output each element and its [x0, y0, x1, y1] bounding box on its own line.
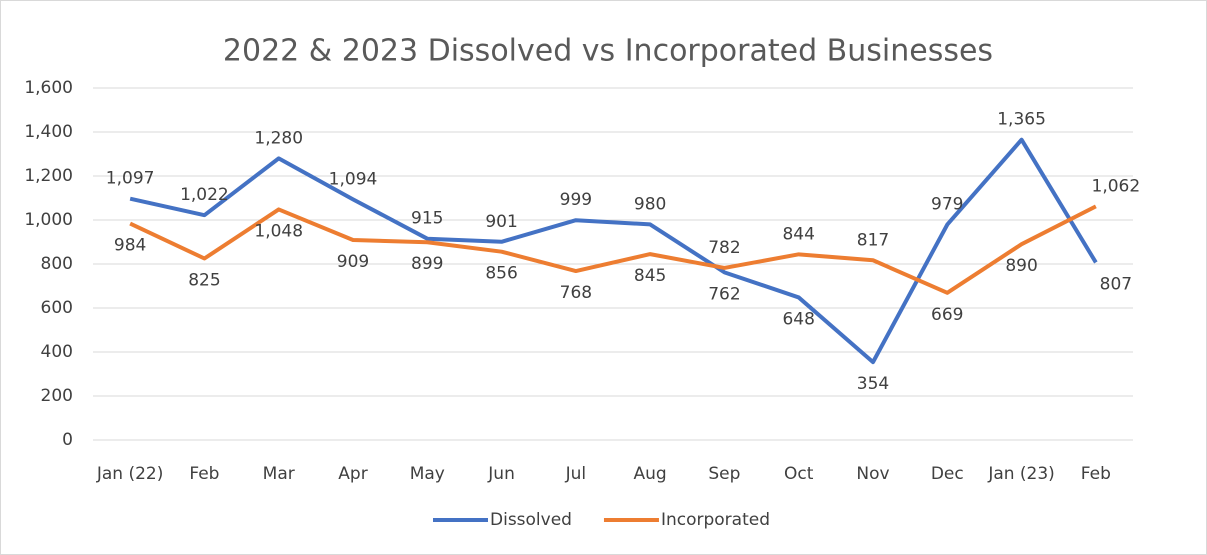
x-tick-label: Oct	[784, 464, 814, 484]
series-line	[129, 204, 1097, 295]
x-tick-label: Feb	[189, 464, 219, 484]
data-label: 899	[411, 254, 443, 274]
x-tick-label: Aug	[634, 464, 667, 484]
data-label: 817	[857, 230, 889, 250]
x-tick-label: Apr	[338, 464, 367, 484]
data-label: 1,062	[1092, 176, 1141, 196]
data-label: 1,280	[254, 128, 303, 148]
data-label: 901	[485, 212, 517, 232]
data-label: 844	[782, 224, 814, 244]
x-tick-label: Mar	[263, 464, 295, 484]
y-tick-label: 800	[41, 254, 73, 274]
data-label: 890	[1005, 256, 1037, 276]
y-tick-label: 200	[41, 386, 73, 406]
data-label: 825	[188, 271, 220, 291]
data-label: 979	[931, 195, 963, 215]
y-tick-label: 1,200	[24, 166, 73, 186]
data-label: 909	[337, 252, 369, 272]
data-label: 782	[708, 238, 740, 258]
data-label: 915	[411, 209, 443, 229]
x-tick-label: Dec	[931, 464, 964, 484]
chart-title: 2022 & 2023 Dissolved vs Incorporated Bu…	[223, 34, 993, 69]
data-label: 807	[1100, 274, 1132, 294]
x-tick-label: Jan (23)	[987, 464, 1055, 484]
data-label: 354	[857, 374, 889, 394]
data-label: 1,097	[106, 169, 155, 189]
data-label: 1,094	[329, 169, 378, 189]
data-label: 768	[560, 283, 592, 303]
data-label: 648	[782, 309, 814, 329]
x-tick-label: Sep	[708, 464, 740, 484]
y-tick-label: 400	[41, 342, 73, 362]
x-tick-label: Jan (22)	[96, 464, 164, 484]
y-tick-label: 0	[62, 430, 73, 450]
x-tick-label: Jun	[487, 464, 515, 484]
data-label: 999	[560, 190, 592, 210]
data-label: 856	[485, 264, 517, 284]
y-tick-label: 600	[41, 298, 73, 318]
y-tick-label: 1,400	[24, 122, 73, 142]
data-label: 1,048	[254, 221, 303, 241]
data-label: 980	[634, 194, 666, 214]
data-label: 845	[634, 266, 666, 286]
x-tick-label: Nov	[856, 464, 889, 484]
data-label: 762	[708, 284, 740, 304]
y-tick-label: 1,000	[24, 210, 73, 230]
data-label: 984	[114, 236, 146, 256]
legend-label: Incorporated	[661, 510, 770, 530]
data-label: 1,365	[997, 110, 1046, 130]
x-tick-label: Feb	[1081, 464, 1111, 484]
y-tick-label: 1,600	[24, 78, 73, 98]
data-label: 669	[931, 305, 963, 325]
x-tick-label: Jul	[565, 464, 587, 484]
data-label: 1,022	[180, 185, 229, 205]
legend-label: Dissolved	[490, 510, 572, 530]
x-tick-label: May	[410, 464, 445, 484]
series-line	[129, 137, 1098, 365]
